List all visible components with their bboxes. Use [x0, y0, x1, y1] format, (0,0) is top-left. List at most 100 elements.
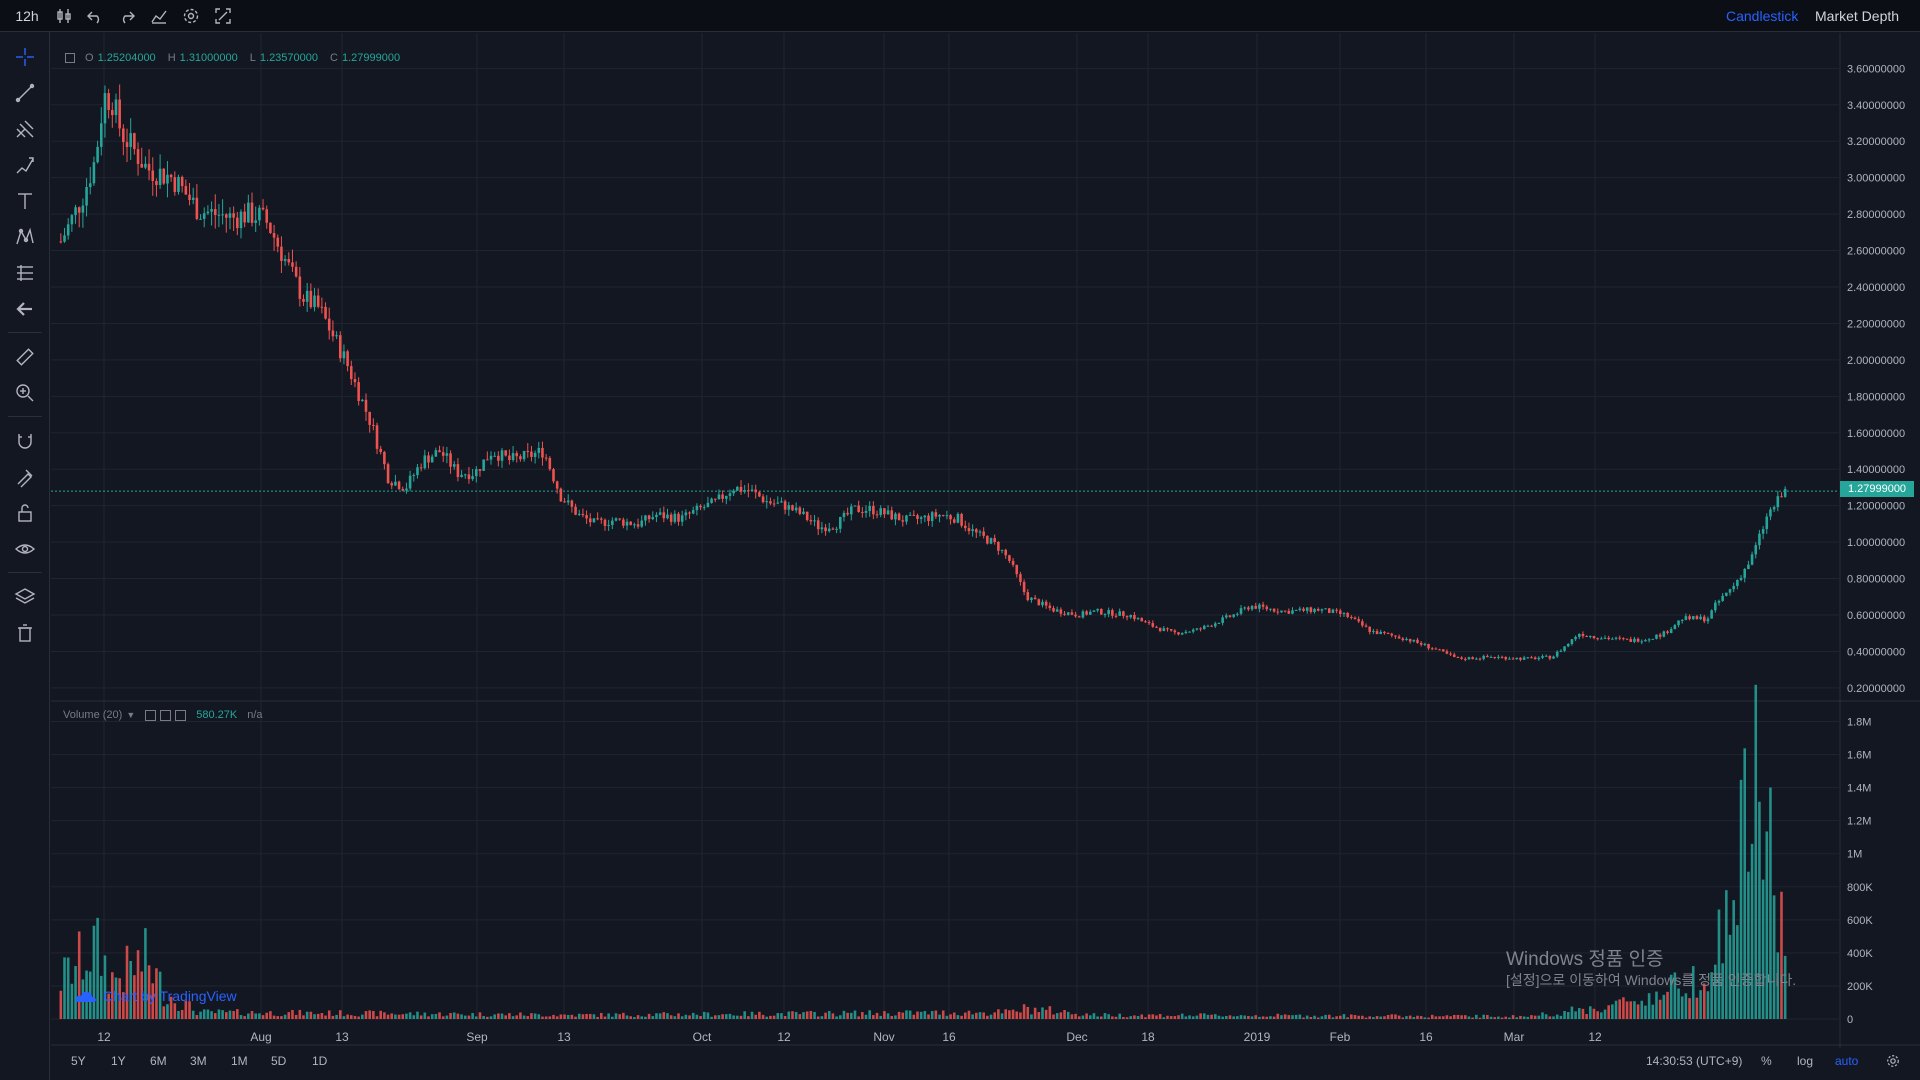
range-5y[interactable]: 5Y [71, 1054, 86, 1068]
volume-bar [324, 1015, 327, 1019]
undo-icon[interactable] [83, 0, 107, 32]
trend-line-icon[interactable] [12, 80, 38, 106]
candle-body [327, 318, 331, 331]
layers-icon[interactable] [12, 584, 38, 610]
unlock-icon[interactable] [12, 500, 38, 526]
range-1m[interactable]: 1M [231, 1054, 248, 1068]
candle-body [997, 542, 1000, 551]
collapse-legend-icon[interactable] [65, 53, 75, 63]
auto-toggle[interactable]: auto [1835, 1054, 1859, 1068]
redo-icon[interactable] [115, 0, 139, 32]
candle-body [1214, 623, 1217, 627]
candle-body [1302, 608, 1305, 611]
tradingview-brand[interactable]: Chart by TradingView [75, 988, 237, 1004]
eye-icon[interactable] [12, 536, 38, 562]
volume-hide-icon[interactable] [160, 709, 172, 721]
brush-icon[interactable] [12, 152, 38, 178]
volume-bar [1618, 999, 1622, 1019]
volume-bar [1339, 1015, 1342, 1019]
volume-bar [1581, 1008, 1585, 1019]
candles-icon[interactable] [52, 0, 76, 32]
volume-bar [136, 950, 140, 1019]
chart-area[interactable]: 3.60000000 3.40000000 3.20000000 3.00000000… [51, 33, 1920, 1080]
candlestick-tab[interactable]: Candlestick [1726, 8, 1799, 24]
candle-body [140, 163, 144, 168]
interval-button[interactable]: 12h [15, 8, 39, 24]
trash-icon[interactable] [12, 620, 38, 646]
candle-body [199, 218, 202, 220]
candle-body [791, 505, 794, 511]
candle-body [1725, 592, 1728, 596]
pitchfork-icon[interactable] [12, 116, 38, 142]
ruler-icon[interactable] [12, 344, 38, 370]
candle-body [1464, 658, 1467, 660]
candle-body [1739, 577, 1743, 580]
price-chart[interactable]: 3.60000000 3.40000000 3.20000000 3.00000000… [51, 33, 1920, 1048]
lock-drawings-icon[interactable] [12, 464, 38, 490]
zoom-in-icon[interactable] [12, 380, 38, 406]
time-tick-label: Mar [1504, 1030, 1525, 1044]
candle-body [379, 448, 382, 452]
range-5d[interactable]: 5D [271, 1054, 287, 1068]
candle-body [144, 163, 147, 168]
volume-bar [1030, 1014, 1033, 1019]
candle-body [66, 224, 70, 236]
range-6m[interactable]: 6M [150, 1054, 167, 1068]
volume-bar [1489, 1016, 1493, 1019]
back-arrow-icon[interactable] [12, 296, 38, 322]
volume-dropdown-icon[interactable]: ▼ [126, 710, 136, 720]
percent-toggle[interactable]: % [1761, 1054, 1772, 1068]
candle-body [430, 456, 434, 463]
prediction-icon[interactable] [12, 260, 38, 286]
candle-body [206, 211, 210, 214]
candle-body [313, 295, 316, 308]
candle-body [1180, 633, 1184, 635]
volume-bar [772, 1015, 776, 1019]
volume-bar [618, 1014, 621, 1019]
range-1d[interactable]: 1D [312, 1054, 328, 1068]
crosshair-icon[interactable] [12, 44, 38, 70]
candle-body [1717, 600, 1721, 603]
candle-body [236, 217, 239, 229]
candle-body [114, 99, 118, 116]
volume-indicator-name[interactable]: Volume (20) [63, 709, 123, 721]
candle-body [1684, 616, 1688, 620]
candle-body [1283, 610, 1287, 612]
volume-bar [1655, 991, 1658, 1019]
clock[interactable]: 14:30:53 (UTC+9) [1646, 1054, 1743, 1068]
range-1y[interactable]: 1Y [111, 1054, 126, 1068]
range-3m[interactable]: 3M [190, 1054, 207, 1068]
volume-close-icon[interactable] [175, 709, 187, 721]
volume-bar [783, 1016, 787, 1019]
volume-settings-icon[interactable] [145, 709, 157, 721]
volume-tick-label: 1.2M [1847, 816, 1871, 828]
volume-bar [901, 1012, 905, 1019]
candle-body [905, 515, 908, 522]
magnet-icon[interactable] [12, 428, 38, 454]
candle-body [1456, 657, 1460, 659]
fullscreen-icon[interactable] [211, 0, 235, 32]
volume-bar [548, 1016, 552, 1019]
candle-body [1048, 605, 1052, 608]
volume-bar [842, 1010, 846, 1019]
candle-body [1052, 607, 1055, 612]
candle-body [166, 174, 169, 184]
pattern-icon[interactable] [12, 224, 38, 250]
settings-icon[interactable] [179, 0, 203, 32]
text-icon[interactable] [12, 188, 38, 214]
candle-body [629, 521, 632, 525]
candle-body [842, 512, 846, 518]
volume-bar [305, 1011, 309, 1019]
candle-body [1541, 656, 1544, 658]
market-depth-tab[interactable]: Market Depth [1815, 8, 1900, 24]
log-toggle[interactable]: log [1797, 1054, 1814, 1068]
volume-bar [390, 1013, 394, 1019]
candle-body [519, 456, 522, 460]
volume-bar [1530, 1015, 1533, 1019]
candle-body [1316, 609, 1320, 611]
volume-bar [1754, 684, 1758, 1019]
indicators-icon[interactable] [147, 0, 171, 32]
volume-bar [173, 1003, 177, 1019]
volume-bar [1449, 1016, 1452, 1019]
chart-settings-icon[interactable] [1886, 1048, 1900, 1074]
